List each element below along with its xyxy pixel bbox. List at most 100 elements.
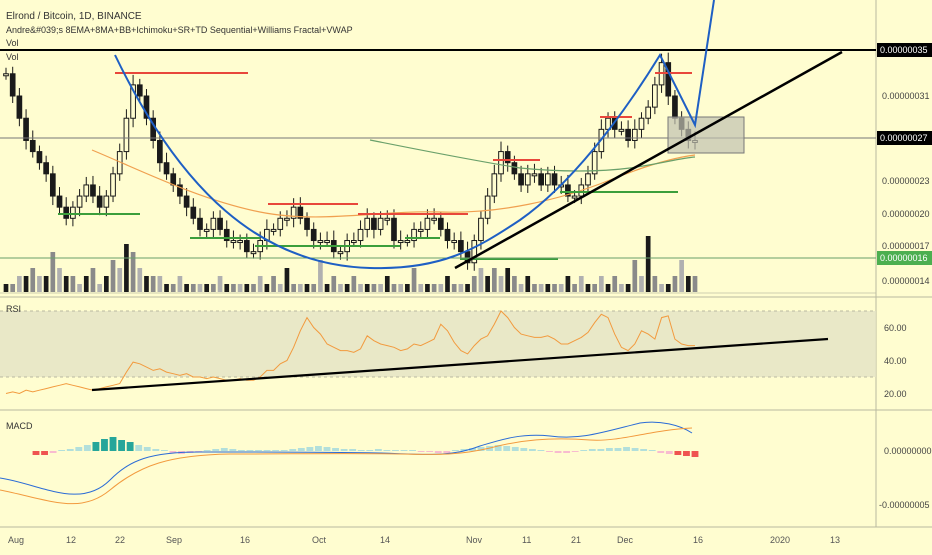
candle xyxy=(217,217,223,230)
candle xyxy=(284,217,290,221)
candle xyxy=(437,217,444,230)
macd-bar xyxy=(135,445,143,451)
volume-bar xyxy=(578,276,584,292)
macd-bar xyxy=(665,451,673,454)
candle xyxy=(531,173,538,177)
volume-bar xyxy=(70,276,76,292)
volume-bar xyxy=(97,284,102,292)
price-tick: 0.00000014 xyxy=(882,276,930,286)
date-label: 16 xyxy=(693,535,703,545)
volume-bar xyxy=(425,284,430,292)
price-tick: 0.00000020 xyxy=(882,209,930,219)
price-axis: 0.00000031 0.00000023 0.00000020 0.00000… xyxy=(877,43,932,286)
volume-bar xyxy=(565,276,571,292)
candle xyxy=(123,117,130,153)
candle xyxy=(585,173,591,186)
date-label: Dec xyxy=(617,535,634,545)
volume-bar xyxy=(364,284,370,292)
macd-bar xyxy=(366,450,374,451)
price-badge-resistance xyxy=(877,43,932,57)
macd-bar xyxy=(409,450,416,451)
candle xyxy=(511,162,518,175)
macd-bar xyxy=(195,451,203,452)
volume-bar xyxy=(411,268,417,292)
volume-bar xyxy=(338,284,343,292)
macd-bar xyxy=(511,447,519,451)
candle xyxy=(458,240,464,253)
volume-bar xyxy=(485,276,490,292)
volume-bar xyxy=(157,276,163,292)
volume-bar xyxy=(43,276,49,292)
volume-bar xyxy=(458,284,464,292)
volume-bar xyxy=(632,260,638,292)
candle xyxy=(290,206,297,219)
volume-bar xyxy=(378,284,383,292)
date-label: 11 xyxy=(522,535,531,545)
rsi-line xyxy=(5,310,695,395)
volume-bar xyxy=(525,276,531,292)
candle xyxy=(203,228,210,232)
volume-bar xyxy=(190,284,196,292)
volume-bar xyxy=(124,244,129,292)
candle xyxy=(56,195,63,208)
volume-bar xyxy=(505,268,511,292)
date-label: 22 xyxy=(115,535,125,545)
candle xyxy=(444,228,451,242)
price-badge-current xyxy=(877,131,932,145)
macd-bar xyxy=(546,451,553,452)
macd-bar xyxy=(648,450,656,451)
consolidation-box xyxy=(667,116,745,154)
macd-bar xyxy=(41,451,48,455)
candle xyxy=(417,228,424,232)
macd-bar xyxy=(477,447,485,451)
volume-bar xyxy=(639,276,644,292)
price-tick: 0.00000031 xyxy=(882,91,930,101)
macd-bar xyxy=(357,450,365,451)
macd-bar xyxy=(503,446,511,451)
date-label: 16 xyxy=(240,535,250,545)
date-label: Oct xyxy=(312,535,327,545)
candle xyxy=(498,151,504,175)
candle xyxy=(76,195,83,208)
volume-bar xyxy=(291,284,296,292)
macd-bar xyxy=(683,451,690,456)
volume-bar xyxy=(665,284,671,292)
macd-bar xyxy=(640,449,648,451)
macd-bar xyxy=(417,451,425,452)
volume-bar xyxy=(150,276,156,292)
volume-bar xyxy=(63,276,69,292)
candle xyxy=(625,128,631,141)
candle xyxy=(478,217,484,242)
volume-bar xyxy=(170,284,176,292)
candle xyxy=(652,84,658,108)
volume-bar xyxy=(204,284,210,292)
macd-bar xyxy=(58,450,66,451)
macd-bar xyxy=(349,449,357,451)
candle xyxy=(431,217,437,221)
volume-bar xyxy=(257,276,263,292)
volume-bar xyxy=(30,268,36,292)
signal-line xyxy=(0,427,693,505)
macd-bar xyxy=(614,448,622,451)
macd-bar xyxy=(426,451,434,452)
candle xyxy=(243,240,250,253)
macd-bar xyxy=(306,447,314,451)
volume-bar xyxy=(10,284,16,292)
symbol-title: Elrond / Bitcoin, 1D, BINANCE xyxy=(6,11,142,22)
volume-bars xyxy=(3,236,698,292)
candle xyxy=(103,195,110,208)
candle xyxy=(397,240,404,244)
volume-bar xyxy=(217,276,223,292)
volume-bar xyxy=(117,268,123,292)
volume-bar xyxy=(685,276,691,292)
rsi-label: RSI xyxy=(6,304,21,314)
rsi-tick: 40.00 xyxy=(884,356,907,366)
macd-bar xyxy=(323,447,331,451)
candle xyxy=(571,195,578,199)
candle xyxy=(143,95,150,119)
candle xyxy=(404,240,411,244)
volume-bar xyxy=(465,284,470,292)
candle xyxy=(551,173,558,186)
